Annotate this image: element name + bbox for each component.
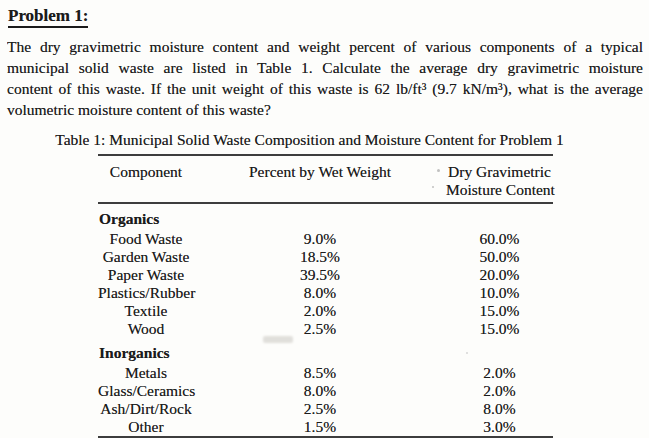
table-row-metals: Metals 8.5% 2.0% <box>98 364 553 382</box>
component-cell: Textile <box>98 302 194 320</box>
dry-moisture-cell: 8.0% <box>446 400 553 418</box>
column-header-dry-gravimetric: Dry Gravimetric Moisture Content <box>446 163 553 199</box>
wet-weight-cell: 2.0% <box>194 302 446 320</box>
component-cell: Garden Waste <box>98 248 194 266</box>
paragraph-line-4: volumetric moisture content of this wast… <box>7 99 643 120</box>
table-row-plastics-rubber: Plastics/Rubber 8.0% 10.0% <box>98 284 553 302</box>
table-row-textile: Textile 2.0% 15.0% <box>98 302 553 320</box>
component-cell: Glass/Ceramics <box>98 382 194 400</box>
table-caption: Table 1: Municipal Solid Waste Compositi… <box>0 130 649 149</box>
wet-weight-cell: 9.0% <box>194 230 446 248</box>
wet-weight-cell: 2.5% <box>194 400 446 418</box>
column-header-component: Component <box>98 163 194 181</box>
table-row-other: Other 1.5% 3.0% <box>98 418 553 436</box>
document-page: Problem 1: The dry gravimetric moisture … <box>0 0 649 438</box>
table-row-food-waste: Food Waste 9.0% 60.0% <box>98 230 553 248</box>
wet-weight-cell: 2.5% <box>194 320 446 338</box>
component-cell: Paper Waste <box>98 266 194 284</box>
table-row-ash-dirt-rock: Ash/Dirt/Rock 2.5% 8.0% <box>98 400 553 418</box>
dry-moisture-cell: 60.0% <box>446 230 553 248</box>
wet-weight-cell: 1.5% <box>194 418 446 436</box>
table-header-row: Component Percent by Wet Weight Dry Grav… <box>98 154 553 204</box>
dry-moisture-cell: 3.0% <box>446 418 553 436</box>
table-row-glass-ceramics: Glass/Ceramics 8.0% 2.0% <box>98 382 553 400</box>
table-row-paper-waste: Paper Waste 39.5% 20.0% <box>98 266 553 284</box>
wet-weight-cell: 8.0% <box>194 284 446 302</box>
paragraph-line-2: municipal solid waste are listed in Tabl… <box>7 57 643 78</box>
component-cell: Plastics/Rubber <box>98 284 194 302</box>
table-row-wood: Wood 2.5% 15.0% <box>98 320 553 338</box>
section-label-inorganics: Inorganics <box>98 343 553 362</box>
column-header-dry-line1: Dry Gravimetric <box>446 163 553 181</box>
table-row-garden-waste: Garden Waste 18.5% 50.0% <box>98 248 553 266</box>
component-cell: Other <box>98 418 194 436</box>
wet-weight-cell: 8.5% <box>194 364 446 382</box>
scan-artifact-dot <box>466 352 468 354</box>
dry-moisture-cell: 50.0% <box>446 248 553 266</box>
component-cell: Food Waste <box>98 230 194 248</box>
table-body: Organics Food Waste 9.0% 60.0% Garden Wa… <box>98 204 553 438</box>
inorganics-rows: Metals 8.5% 2.0% Glass/Ceramics 8.0% 2.0… <box>98 364 553 436</box>
dry-moisture-cell: 15.0% <box>446 302 553 320</box>
problem-title: Problem 1: <box>8 6 88 28</box>
section-label-organics: Organics <box>98 209 553 228</box>
wet-weight-cell: 39.5% <box>194 266 446 284</box>
dry-moisture-cell: 2.0% <box>446 364 553 382</box>
dry-moisture-cell: 15.0% <box>446 320 553 338</box>
title-row: Problem 1: <box>0 0 649 28</box>
dry-moisture-cell: 20.0% <box>446 266 553 284</box>
column-header-dry-line2: Moisture Content <box>446 181 553 199</box>
wet-weight-cell: 18.5% <box>194 248 446 266</box>
component-cell: Ash/Dirt/Rock <box>98 400 194 418</box>
organics-rows: Food Waste 9.0% 60.0% Garden Waste 18.5%… <box>98 230 553 338</box>
scan-artifact-smudge <box>263 336 293 343</box>
wet-weight-cell: 8.0% <box>194 382 446 400</box>
msw-composition-table: Component Percent by Wet Weight Dry Grav… <box>98 154 553 438</box>
scan-artifact-dot <box>437 169 440 172</box>
scan-artifact-dot <box>432 186 434 188</box>
paragraph-line-3: content of this waste. If the unit weigh… <box>7 78 643 99</box>
component-cell: Metals <box>98 364 194 382</box>
component-cell: Wood <box>98 320 194 338</box>
paragraph-line-1: The dry gravimetric moisture content and… <box>7 36 643 57</box>
problem-statement: The dry gravimetric moisture content and… <box>7 36 643 120</box>
column-header-wet-weight: Percent by Wet Weight <box>194 163 446 181</box>
dry-moisture-cell: 2.0% <box>446 382 553 400</box>
dry-moisture-cell: 10.0% <box>446 284 553 302</box>
